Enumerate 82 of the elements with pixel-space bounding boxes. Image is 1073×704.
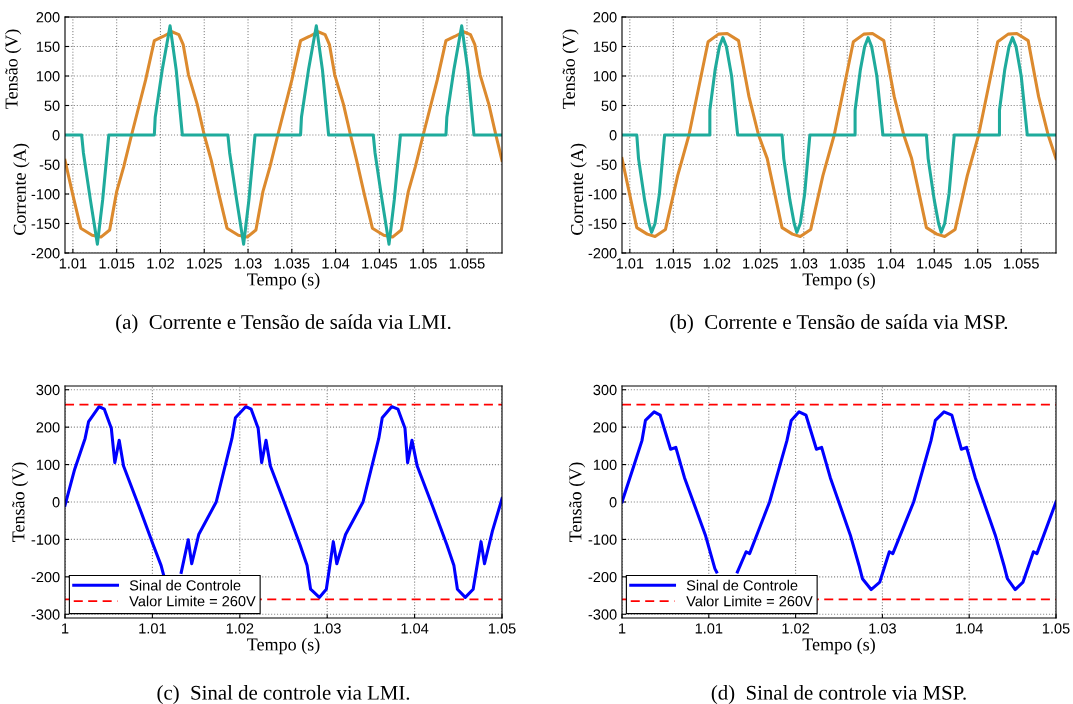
x-tick-label: 1.05 xyxy=(488,623,516,634)
y-axis-title: Tensão (V) xyxy=(11,462,29,542)
y-tick-label: -100 xyxy=(588,189,617,200)
y-tick-label: 200 xyxy=(36,422,60,433)
text: Corrente (A) xyxy=(570,143,587,235)
x-tick-label: 1.04 xyxy=(956,623,983,634)
y-tick-label: 200 xyxy=(593,422,617,433)
y-tick-label: -300 xyxy=(588,609,617,620)
legend-label: Valor Limite = 260V xyxy=(686,595,813,607)
y-tick-label: 0 xyxy=(52,130,60,141)
x-tick-label: 1.015 xyxy=(99,258,135,269)
y-tick-label: -100 xyxy=(31,189,60,200)
x-tick-label: 1.02 xyxy=(703,258,731,269)
x-tick-label: 1.055 xyxy=(1004,258,1039,269)
x-tick-label: 1.04 xyxy=(877,258,905,269)
x-tick-label: 1.01 xyxy=(616,258,644,269)
text: (b) Corrente e Tensão de saída via MSP. xyxy=(670,314,1008,334)
x-tick-label: 1.04 xyxy=(322,258,350,269)
x-tick-label: 1.02 xyxy=(226,623,254,634)
text: Corrente (A) xyxy=(13,143,30,235)
x-tick-label: 1.03 xyxy=(790,258,818,269)
y-tick-label: -100 xyxy=(588,534,617,545)
x-tick-label: 1.05 xyxy=(410,258,437,269)
y-axis-title: Tensão (V) xyxy=(568,462,586,542)
y-tick-label: -150 xyxy=(588,218,617,229)
legend-label: Valor Limite = 260V xyxy=(129,595,256,607)
x-tick-label: 1.045 xyxy=(362,258,398,269)
text: (d) Sinal de controle via MSP. xyxy=(711,685,966,704)
x-tick-label: 1.01 xyxy=(695,623,723,634)
x-tick-label: 1.01 xyxy=(59,258,87,269)
y-tick-label: 100 xyxy=(36,71,60,82)
x-axis-title: Tempo (s) xyxy=(802,272,875,290)
y-tick-label: 100 xyxy=(36,459,60,471)
x-tick-label: 1 xyxy=(62,623,69,634)
x-tick-label: 1 xyxy=(619,623,626,634)
y-tick-label: -300 xyxy=(31,609,60,620)
x-tick-label: 1.05 xyxy=(1042,623,1070,634)
y-tick-label: 0 xyxy=(609,130,617,141)
x-axis-title: Tempo (s) xyxy=(247,637,320,655)
x-tick-label: 1.015 xyxy=(656,258,691,269)
y-tick-label: -150 xyxy=(31,218,60,229)
y-tick-label: -100 xyxy=(31,534,60,545)
y-tick-label: 150 xyxy=(36,41,60,52)
x-tick-label: 1.045 xyxy=(917,258,952,269)
y-tick-label: -200 xyxy=(588,571,617,583)
x-tick-label: 1.04 xyxy=(401,623,429,634)
y-tick-label: 0 xyxy=(52,497,60,508)
y-tick-label: -200 xyxy=(31,248,60,259)
y-tick-label: 300 xyxy=(36,384,60,396)
y-tick-label: 0 xyxy=(609,497,617,508)
legend-label: Sinal de Controle xyxy=(686,579,798,591)
y-tick-label: 200 xyxy=(36,12,60,23)
x-tick-label: 1.055 xyxy=(449,258,485,269)
x-tick-label: 1.03 xyxy=(234,258,262,269)
y-axis-title: Tensão (V) xyxy=(4,29,22,109)
y-tick-label: 100 xyxy=(593,71,617,82)
x-tick-label: 1.025 xyxy=(187,258,222,269)
x-tick-label: 1.01 xyxy=(139,623,166,634)
y-tick-label: -50 xyxy=(39,159,60,170)
y-tick-label: 200 xyxy=(593,12,617,23)
y-tick-label: 300 xyxy=(593,384,617,396)
x-tick-label: 1.02 xyxy=(147,258,174,269)
x-tick-label: 1.03 xyxy=(314,623,341,634)
x-tick-label: 1.025 xyxy=(743,258,778,269)
x-tick-label: 1.035 xyxy=(274,258,310,269)
x-tick-label: 1.035 xyxy=(830,258,865,269)
x-tick-label: 1.05 xyxy=(964,258,992,269)
text: (c) Sinal de controle via LMI. xyxy=(157,685,410,704)
text: (a) Corrente e Tensão de saída via LMI. xyxy=(116,314,451,334)
y-tick-label: -200 xyxy=(31,571,60,583)
legend-label: Sinal de Controle xyxy=(129,579,241,591)
x-tick-label: 1.02 xyxy=(782,623,810,634)
y-axis-title: Tensão (V) xyxy=(562,29,579,109)
y-tick-label: -50 xyxy=(596,159,617,170)
y-tick-label: 50 xyxy=(601,100,617,111)
y-tick-label: -200 xyxy=(588,248,617,259)
x-tick-label: 1.03 xyxy=(869,623,896,634)
x-axis-title: Tempo (s) xyxy=(247,272,320,290)
x-axis-title: Tempo (s) xyxy=(802,637,875,655)
y-tick-label: 100 xyxy=(593,459,617,471)
y-tick-label: 50 xyxy=(44,100,60,111)
y-tick-label: 150 xyxy=(593,41,617,52)
